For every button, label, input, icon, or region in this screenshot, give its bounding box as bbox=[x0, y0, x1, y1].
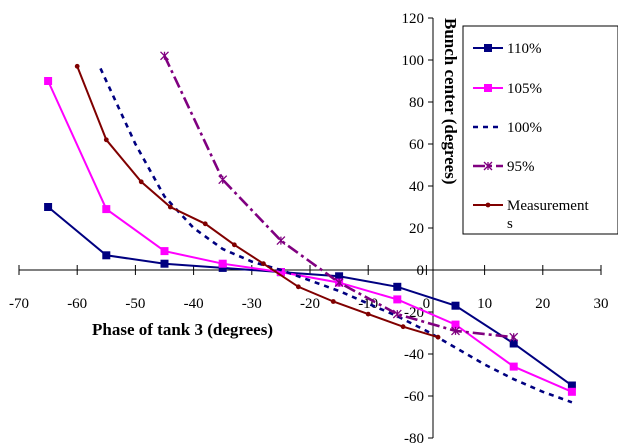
data-point bbox=[451, 320, 460, 329]
x-tick-label: 20 bbox=[535, 296, 550, 312]
legend: 110% 105% 100% 95% Measurement s bbox=[462, 25, 618, 235]
y-tick-label: 60 bbox=[409, 137, 424, 153]
y-tick-label: -40 bbox=[404, 347, 424, 363]
series-line bbox=[47, 206, 573, 387]
series-line bbox=[163, 55, 514, 339]
series-2 bbox=[44, 77, 576, 396]
data-point bbox=[276, 236, 286, 246]
data-point bbox=[102, 251, 111, 260]
data-point bbox=[567, 381, 576, 390]
legend-label: Measurement s bbox=[507, 198, 589, 232]
legend-marker bbox=[484, 84, 492, 92]
legend-label: 110% bbox=[507, 41, 541, 57]
data-point bbox=[261, 261, 266, 267]
data-point bbox=[435, 334, 441, 340]
legend-item: Measurement s bbox=[473, 198, 589, 232]
legend-marker bbox=[484, 44, 492, 52]
legend-item: 95% bbox=[473, 159, 535, 175]
data-point bbox=[160, 51, 169, 61]
data-point bbox=[102, 205, 111, 214]
data-point bbox=[160, 259, 169, 268]
y-tick-label: 100 bbox=[402, 53, 425, 69]
data-point bbox=[334, 278, 344, 288]
x-tick-label: 0 bbox=[423, 296, 431, 312]
data-point bbox=[138, 179, 144, 185]
legend-box bbox=[462, 25, 618, 235]
legend-label: 105% bbox=[507, 81, 542, 97]
data-point bbox=[295, 284, 301, 290]
data-point bbox=[44, 77, 53, 85]
y-tick-label: 80 bbox=[409, 95, 424, 111]
series-line bbox=[47, 80, 573, 393]
legend-label: 100% bbox=[507, 120, 542, 136]
data-point bbox=[103, 137, 109, 143]
x-axis-title: Phase of tank 3 (degrees) bbox=[92, 320, 273, 339]
series-line bbox=[76, 65, 439, 339]
data-point bbox=[44, 203, 53, 211]
data-point bbox=[218, 263, 227, 272]
y-tick-label: -60 bbox=[404, 389, 424, 405]
x-tick-label: -30 bbox=[242, 296, 262, 312]
x-tick-label: 10 bbox=[477, 296, 492, 312]
y-tick-label: 40 bbox=[409, 179, 424, 195]
data-point bbox=[218, 175, 228, 185]
data-point bbox=[393, 282, 402, 291]
series-line bbox=[99, 67, 573, 404]
axes: -70 -60 -50 -40 -30 -20 -10 0 10 20 30-80-60-40-20… bbox=[9, 11, 609, 447]
data-point bbox=[167, 204, 173, 210]
series-4 bbox=[160, 51, 519, 342]
x-tick-label: 30 bbox=[594, 296, 609, 312]
data-point bbox=[365, 311, 371, 317]
data-point bbox=[202, 221, 208, 227]
legend-marker bbox=[485, 202, 491, 208]
x-tick-label: -70 bbox=[9, 296, 29, 312]
series-5 bbox=[74, 63, 441, 340]
legend-item: 105% bbox=[473, 81, 542, 97]
x-tick-label: -50 bbox=[125, 296, 145, 312]
y-tick-label: -80 bbox=[404, 431, 424, 447]
x-tick-label: -20 bbox=[300, 296, 320, 312]
data-point bbox=[231, 242, 237, 248]
y-axis-title: Bunch center (degrees) bbox=[441, 18, 460, 185]
data-point bbox=[330, 299, 336, 304]
data-point bbox=[392, 309, 402, 319]
series-layer bbox=[44, 51, 576, 404]
legend-label: 95% bbox=[507, 159, 535, 175]
data-point bbox=[400, 324, 406, 330]
y-tick-label: 20 bbox=[409, 221, 424, 237]
data-point bbox=[74, 63, 80, 69]
y-tick-label: 0 bbox=[417, 263, 425, 279]
legend-marker bbox=[483, 161, 493, 171]
data-point bbox=[335, 272, 344, 281]
data-point bbox=[393, 295, 402, 304]
data-point bbox=[218, 259, 227, 268]
data-point bbox=[451, 301, 460, 310]
data-point bbox=[160, 247, 169, 256]
series-3 bbox=[99, 67, 573, 404]
data-point bbox=[276, 268, 285, 277]
legend-item: 100% bbox=[473, 120, 542, 136]
legend-item: 110% bbox=[473, 41, 541, 57]
data-point bbox=[509, 362, 518, 371]
data-point bbox=[509, 339, 518, 348]
y-tick-label: 120 bbox=[402, 11, 425, 27]
data-point bbox=[509, 332, 519, 342]
x-tick-label: -60 bbox=[67, 296, 87, 312]
data-point bbox=[567, 387, 576, 396]
x-tick-label: -40 bbox=[184, 296, 204, 312]
data-point bbox=[451, 326, 460, 336]
